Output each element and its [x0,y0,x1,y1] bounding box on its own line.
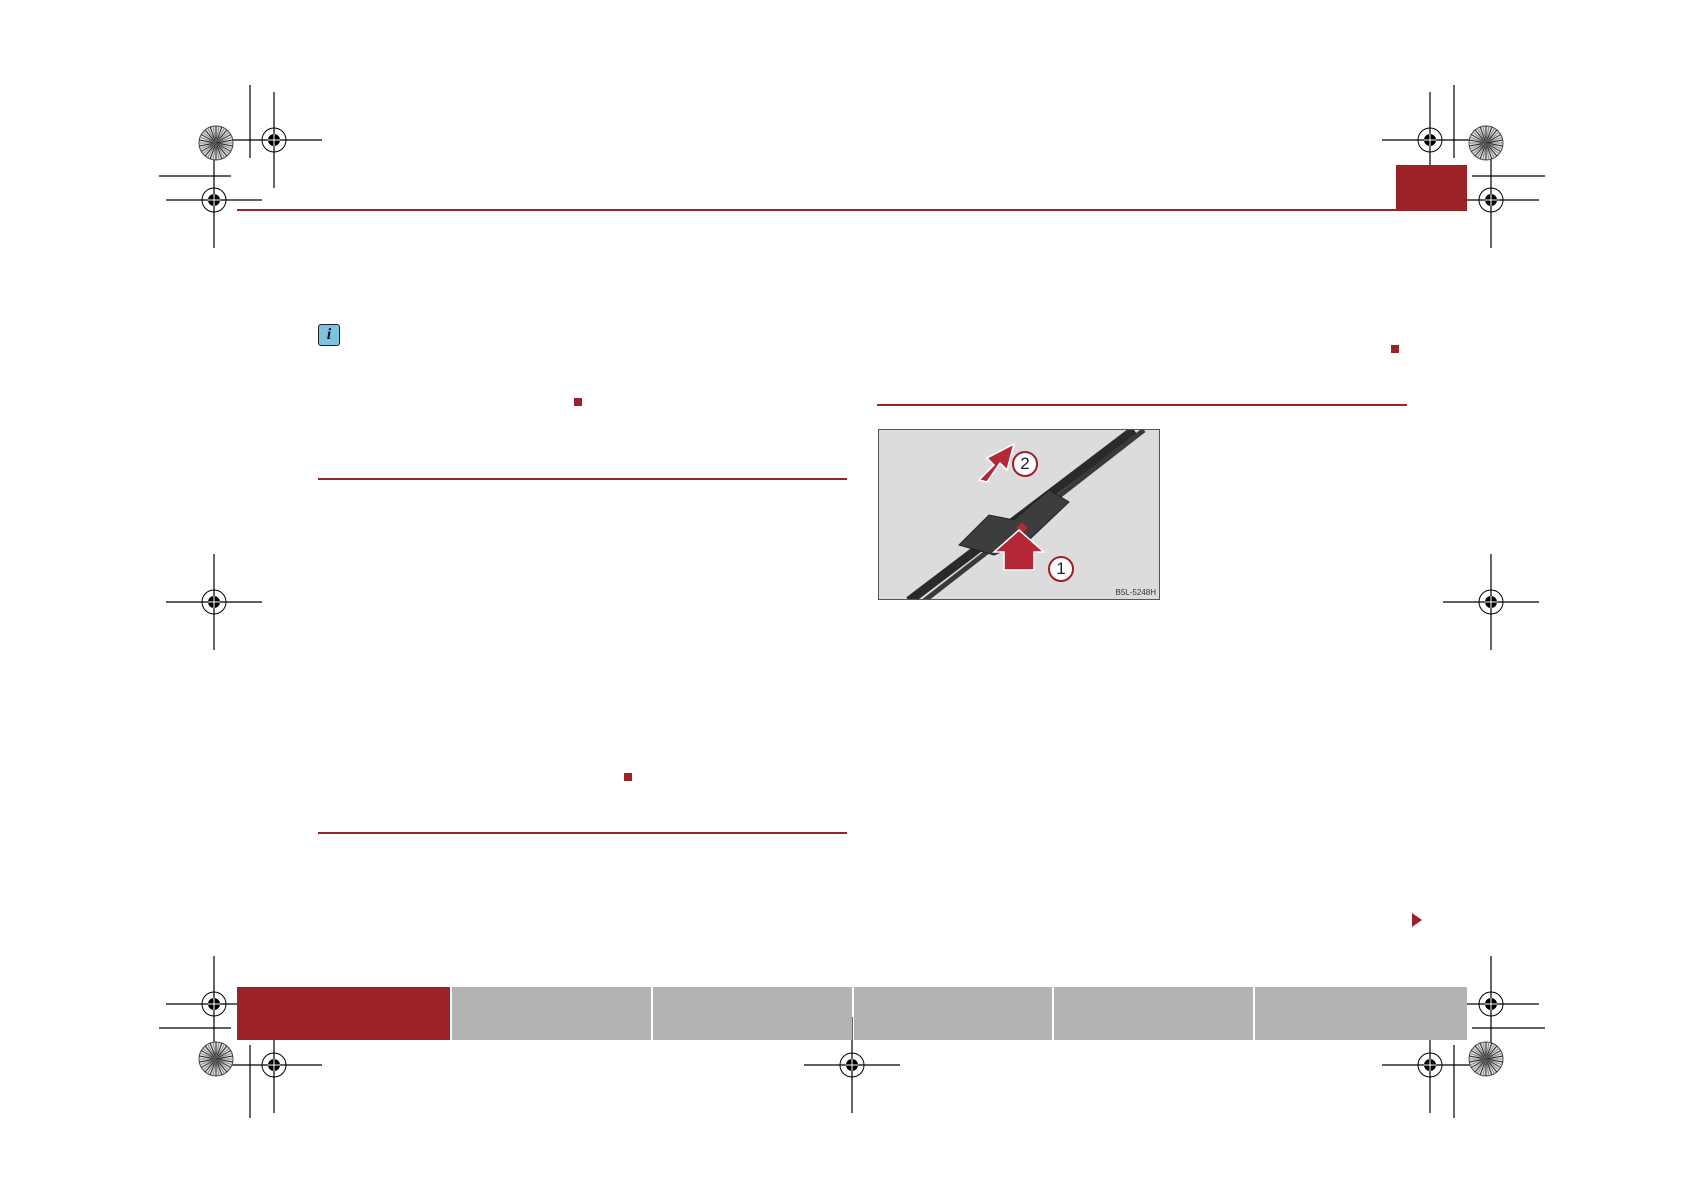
callout-1: 1 [1048,556,1074,582]
section-end-square-icon [574,398,582,406]
footer-tab-4[interactable] [854,987,1052,1040]
footer-tab-2[interactable] [452,987,651,1040]
section-rule [877,404,1407,406]
footer-tab-1[interactable] [237,987,450,1040]
continue-triangle-right-icon [1412,913,1422,927]
footer-tab-5[interactable] [1054,987,1253,1040]
section-rule [318,832,847,834]
section-end-square-icon [1391,345,1399,353]
registration-mark [1442,553,1540,651]
section-end-square-icon [624,773,632,781]
footer-tab-3[interactable] [653,987,852,1040]
color-starburst [1468,1041,1504,1077]
wiper-blade-illustration [906,430,1146,599]
chapter-marker [1396,165,1467,211]
callout-2: 2 [1012,451,1038,477]
header-rule [237,209,1396,211]
registration-mark [165,553,263,651]
info-icon: i [318,324,340,346]
footer-tab-6[interactable] [1255,987,1467,1040]
color-starburst [198,1041,234,1077]
registration-mark [165,151,263,249]
section-rule [318,478,847,480]
color-starburst [1468,125,1504,161]
color-starburst [198,125,234,161]
figure-code: B5L-5248H [1115,588,1156,597]
crop-lines [159,85,1545,1118]
registration-mark [225,91,323,189]
wiper-blade-figure: 1 2 B5L-5248H [878,429,1160,600]
